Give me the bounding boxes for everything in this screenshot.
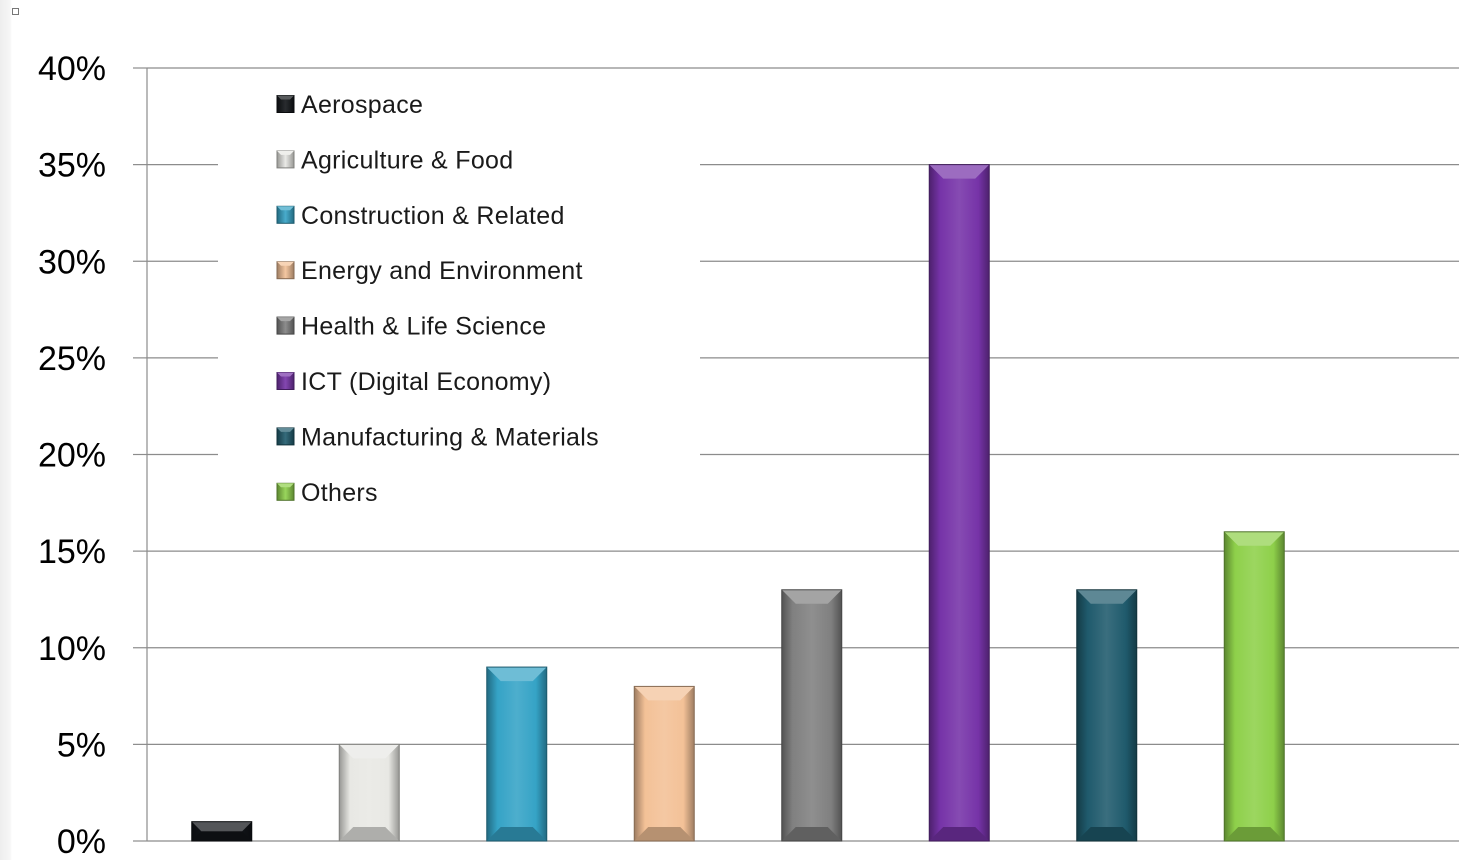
legend-label: Health & Life Science [301, 313, 546, 341]
bar-ict-digital-economy [929, 165, 989, 841]
y-tick-label: 15% [38, 533, 106, 571]
y-tick-label: 0% [57, 823, 106, 860]
bar-construction-related [487, 667, 547, 841]
legend-item: Health & Life Science [277, 313, 546, 341]
legend: Aerospace Agriculture & Food Construction … [218, 80, 700, 510]
legend-item: Agriculture & Food [277, 146, 513, 174]
legend-label: Manufacturing & Materials [301, 423, 599, 451]
y-tick-label: 20% [38, 437, 106, 475]
y-axis-ticks: 0% 5% 10% 15% 20% 25% 30% 35% 40% [38, 50, 106, 860]
legend-label: ICT (Digital Economy) [301, 368, 551, 396]
bar-aerospace [192, 822, 252, 841]
bar-health-life-science [782, 590, 842, 841]
y-tick-label: 30% [38, 243, 106, 281]
bar-manufacturing-materials [1077, 590, 1137, 841]
legend-item: Energy and Environment [277, 257, 583, 285]
legend-label: Energy and Environment [301, 257, 583, 285]
y-tick-label: 25% [38, 340, 106, 378]
legend-label: Construction & Related [301, 202, 565, 230]
y-tick-label: 10% [38, 630, 106, 668]
legend-item: Construction & Related [277, 202, 565, 230]
y-tick-label: 35% [38, 147, 106, 185]
y-tick-label: 5% [57, 726, 106, 764]
legend-label: Aerospace [301, 91, 423, 119]
legend-label: Others [301, 479, 378, 507]
bar-energy-and-environment [634, 686, 694, 841]
legend-label: Agriculture & Food [301, 146, 513, 174]
y-tick-label: 40% [38, 50, 106, 88]
bar-others [1224, 532, 1284, 841]
legend-item: Manufacturing & Materials [277, 423, 599, 451]
legend-item: ICT (Digital Economy) [277, 368, 551, 396]
bar-agriculture-food [339, 744, 399, 841]
